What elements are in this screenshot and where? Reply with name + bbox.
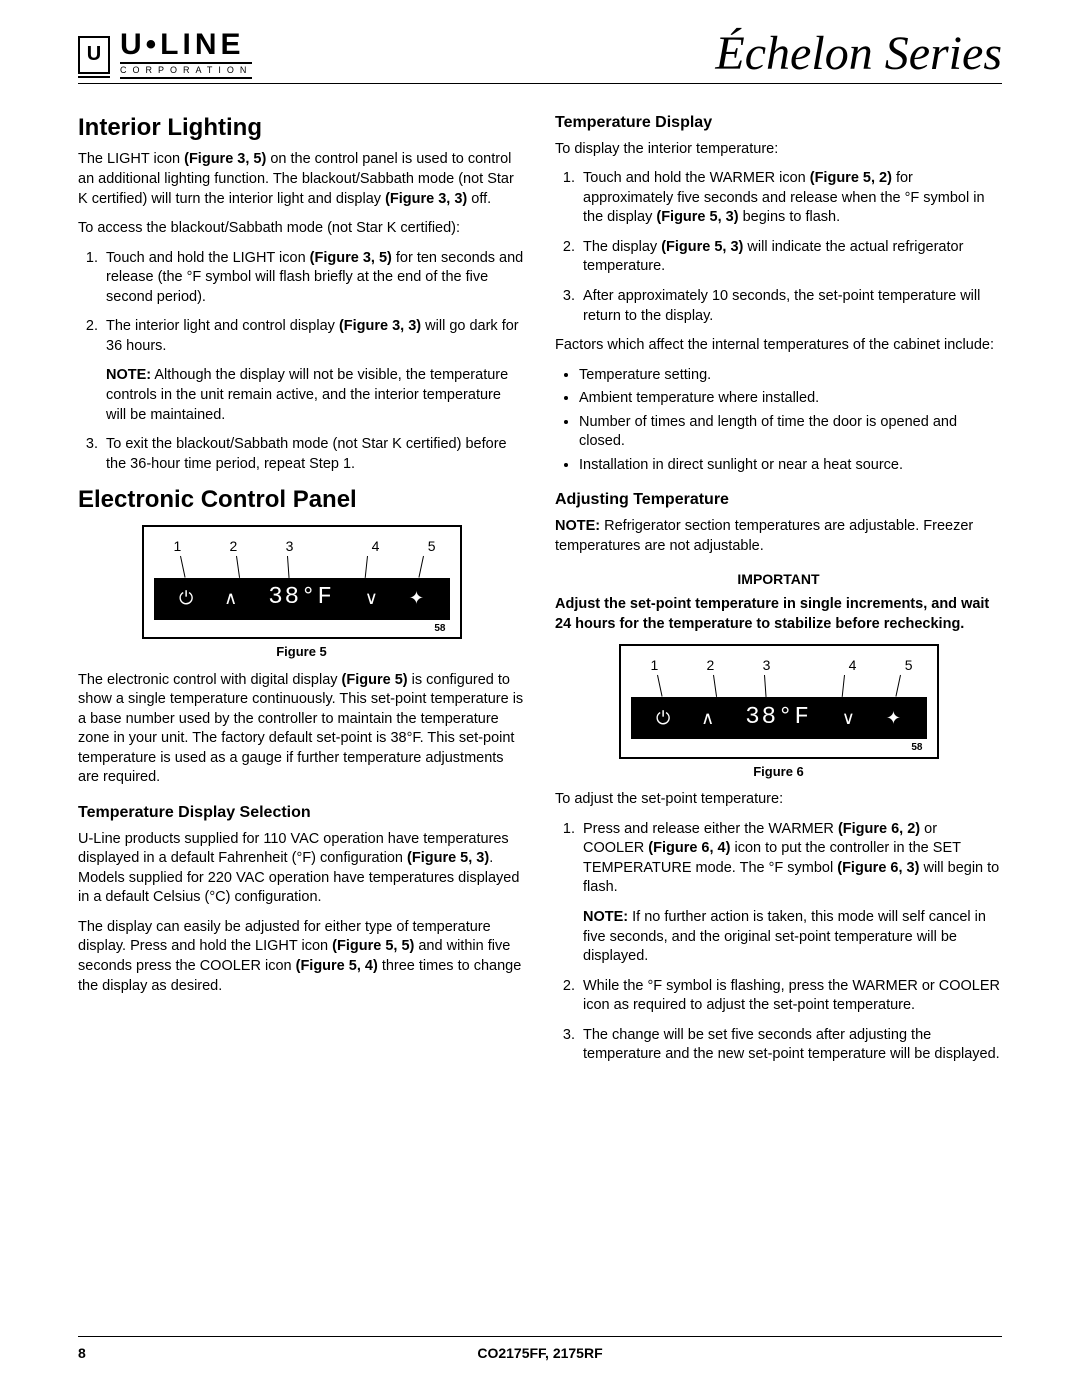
figure-small-number: 58	[631, 739, 927, 755]
brand-subtitle: CORPORATION	[120, 62, 252, 79]
warmer-up-icon: ∧	[224, 586, 237, 610]
light-icon: ✦	[886, 706, 901, 730]
ordered-list: Press and release either the WARMER (Fig…	[555, 820, 1002, 1065]
figure-5-caption: Figure 5	[78, 643, 525, 661]
power-icon: ⏻	[656, 706, 670, 730]
para: To display the interior temperature:	[555, 140, 1002, 160]
heading-interior-lighting: Interior Lighting	[78, 112, 525, 144]
para: The display can easily be adjusted for e…	[78, 918, 525, 996]
list-item: The display (Figure 5, 3) will indicate …	[579, 238, 1002, 277]
list-item: After approximately 10 seconds, the set-…	[579, 287, 1002, 326]
list-item: While the °F symbol is flashing, press t…	[579, 977, 1002, 1016]
figure-5: 1 2 3 4 5 ⏻ ∧ 38°F ∨	[142, 525, 462, 639]
temp-display: 38°F	[268, 582, 334, 614]
page-footer: 8 CO2175FF, 2175RF	[78, 1336, 1002, 1361]
list-item: Ambient temperature where installed.	[579, 389, 1002, 409]
heading-electronic-control-panel: Electronic Control Panel	[78, 484, 525, 516]
list-item: The interior light and control display (…	[102, 317, 525, 425]
light-icon: ✦	[409, 586, 424, 610]
heading-temperature-display: Temperature Display	[555, 112, 1002, 134]
footer-model: CO2175FF, 2175RF	[78, 1345, 1002, 1361]
para: To adjust the set-point temperature:	[555, 790, 1002, 810]
brand-logo: U U•LINE CORPORATION	[78, 30, 252, 79]
page-header: U U•LINE CORPORATION Échelon Series	[78, 30, 1002, 84]
brand-name: U•LINE	[120, 30, 252, 60]
series-title: Échelon Series	[715, 30, 1002, 78]
para: The electronic control with digital disp…	[78, 671, 525, 788]
list-item: Number of times and length of time the d…	[579, 413, 1002, 452]
temp-display: 38°F	[745, 702, 811, 734]
list-item: Temperature setting.	[579, 366, 1002, 386]
logo-mark-icon: U	[78, 36, 110, 74]
heading-temp-display-selection: Temperature Display Selection	[78, 802, 525, 824]
control-panel-graphic: ⏻ ∧ 38°F ∨ ✦	[631, 697, 927, 739]
left-column: Interior Lighting The LIGHT icon (Figure…	[78, 102, 525, 1075]
bullet-list: Temperature setting. Ambient temperature…	[555, 366, 1002, 476]
cooler-down-icon: ∨	[842, 706, 855, 730]
list-item: Installation in direct sunlight or near …	[579, 456, 1002, 476]
ordered-list: Touch and hold the LIGHT icon (Figure 3,…	[78, 249, 525, 475]
para: To access the blackout/Sabbath mode (not…	[78, 219, 525, 239]
para: U-Line products supplied for 110 VAC ope…	[78, 830, 525, 908]
list-item: Touch and hold the LIGHT icon (Figure 3,…	[102, 249, 525, 308]
ordered-list: Touch and hold the WARMER icon (Figure 5…	[555, 169, 1002, 326]
para: Factors which affect the internal temper…	[555, 336, 1002, 356]
list-item: The change will be set five seconds afte…	[579, 1026, 1002, 1065]
list-item: To exit the blackout/Sabbath mode (not S…	[102, 435, 525, 474]
figure-6: 1 2 3 4 5 ⏻ ∧ 38°F ∨	[619, 644, 939, 758]
warmer-up-icon: ∧	[701, 706, 714, 730]
figure-small-number: 58	[154, 620, 450, 636]
para: The LIGHT icon (Figure 3, 5) on the cont…	[78, 150, 525, 209]
cooler-down-icon: ∨	[365, 586, 378, 610]
right-column: Temperature Display To display the inter…	[555, 102, 1002, 1075]
power-icon: ⏻	[179, 586, 193, 610]
control-panel-graphic: ⏻ ∧ 38°F ∨ ✦	[154, 578, 450, 620]
para: NOTE: Refrigerator section temperatures …	[555, 517, 1002, 556]
important-label: IMPORTANT	[555, 570, 1002, 589]
figure-6-caption: Figure 6	[555, 763, 1002, 781]
heading-adjusting-temperature: Adjusting Temperature	[555, 489, 1002, 511]
list-item: Touch and hold the WARMER icon (Figure 5…	[579, 169, 1002, 228]
important-text: Adjust the set-point temperature in sing…	[555, 595, 1002, 634]
list-item: Press and release either the WARMER (Fig…	[579, 820, 1002, 967]
